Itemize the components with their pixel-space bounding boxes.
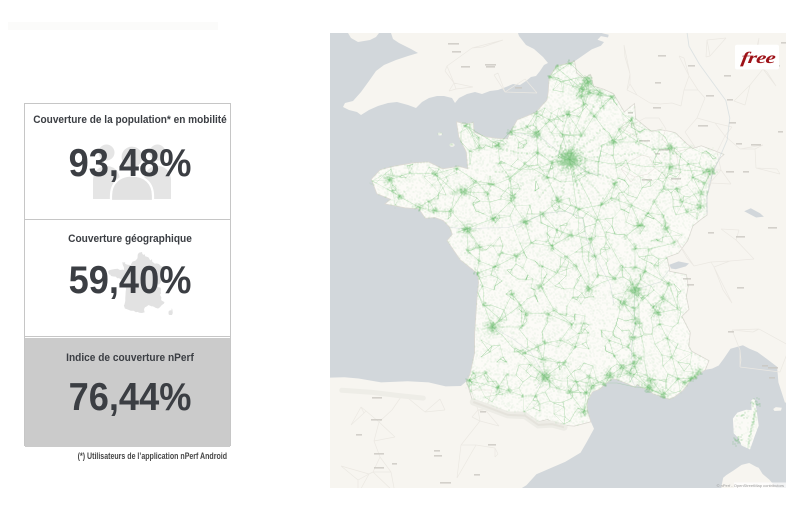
svg-text:© nPerf - OpenStreetMap contri: © nPerf - OpenStreetMap contributors: [717, 483, 784, 488]
svg-text:free: free: [740, 49, 777, 67]
